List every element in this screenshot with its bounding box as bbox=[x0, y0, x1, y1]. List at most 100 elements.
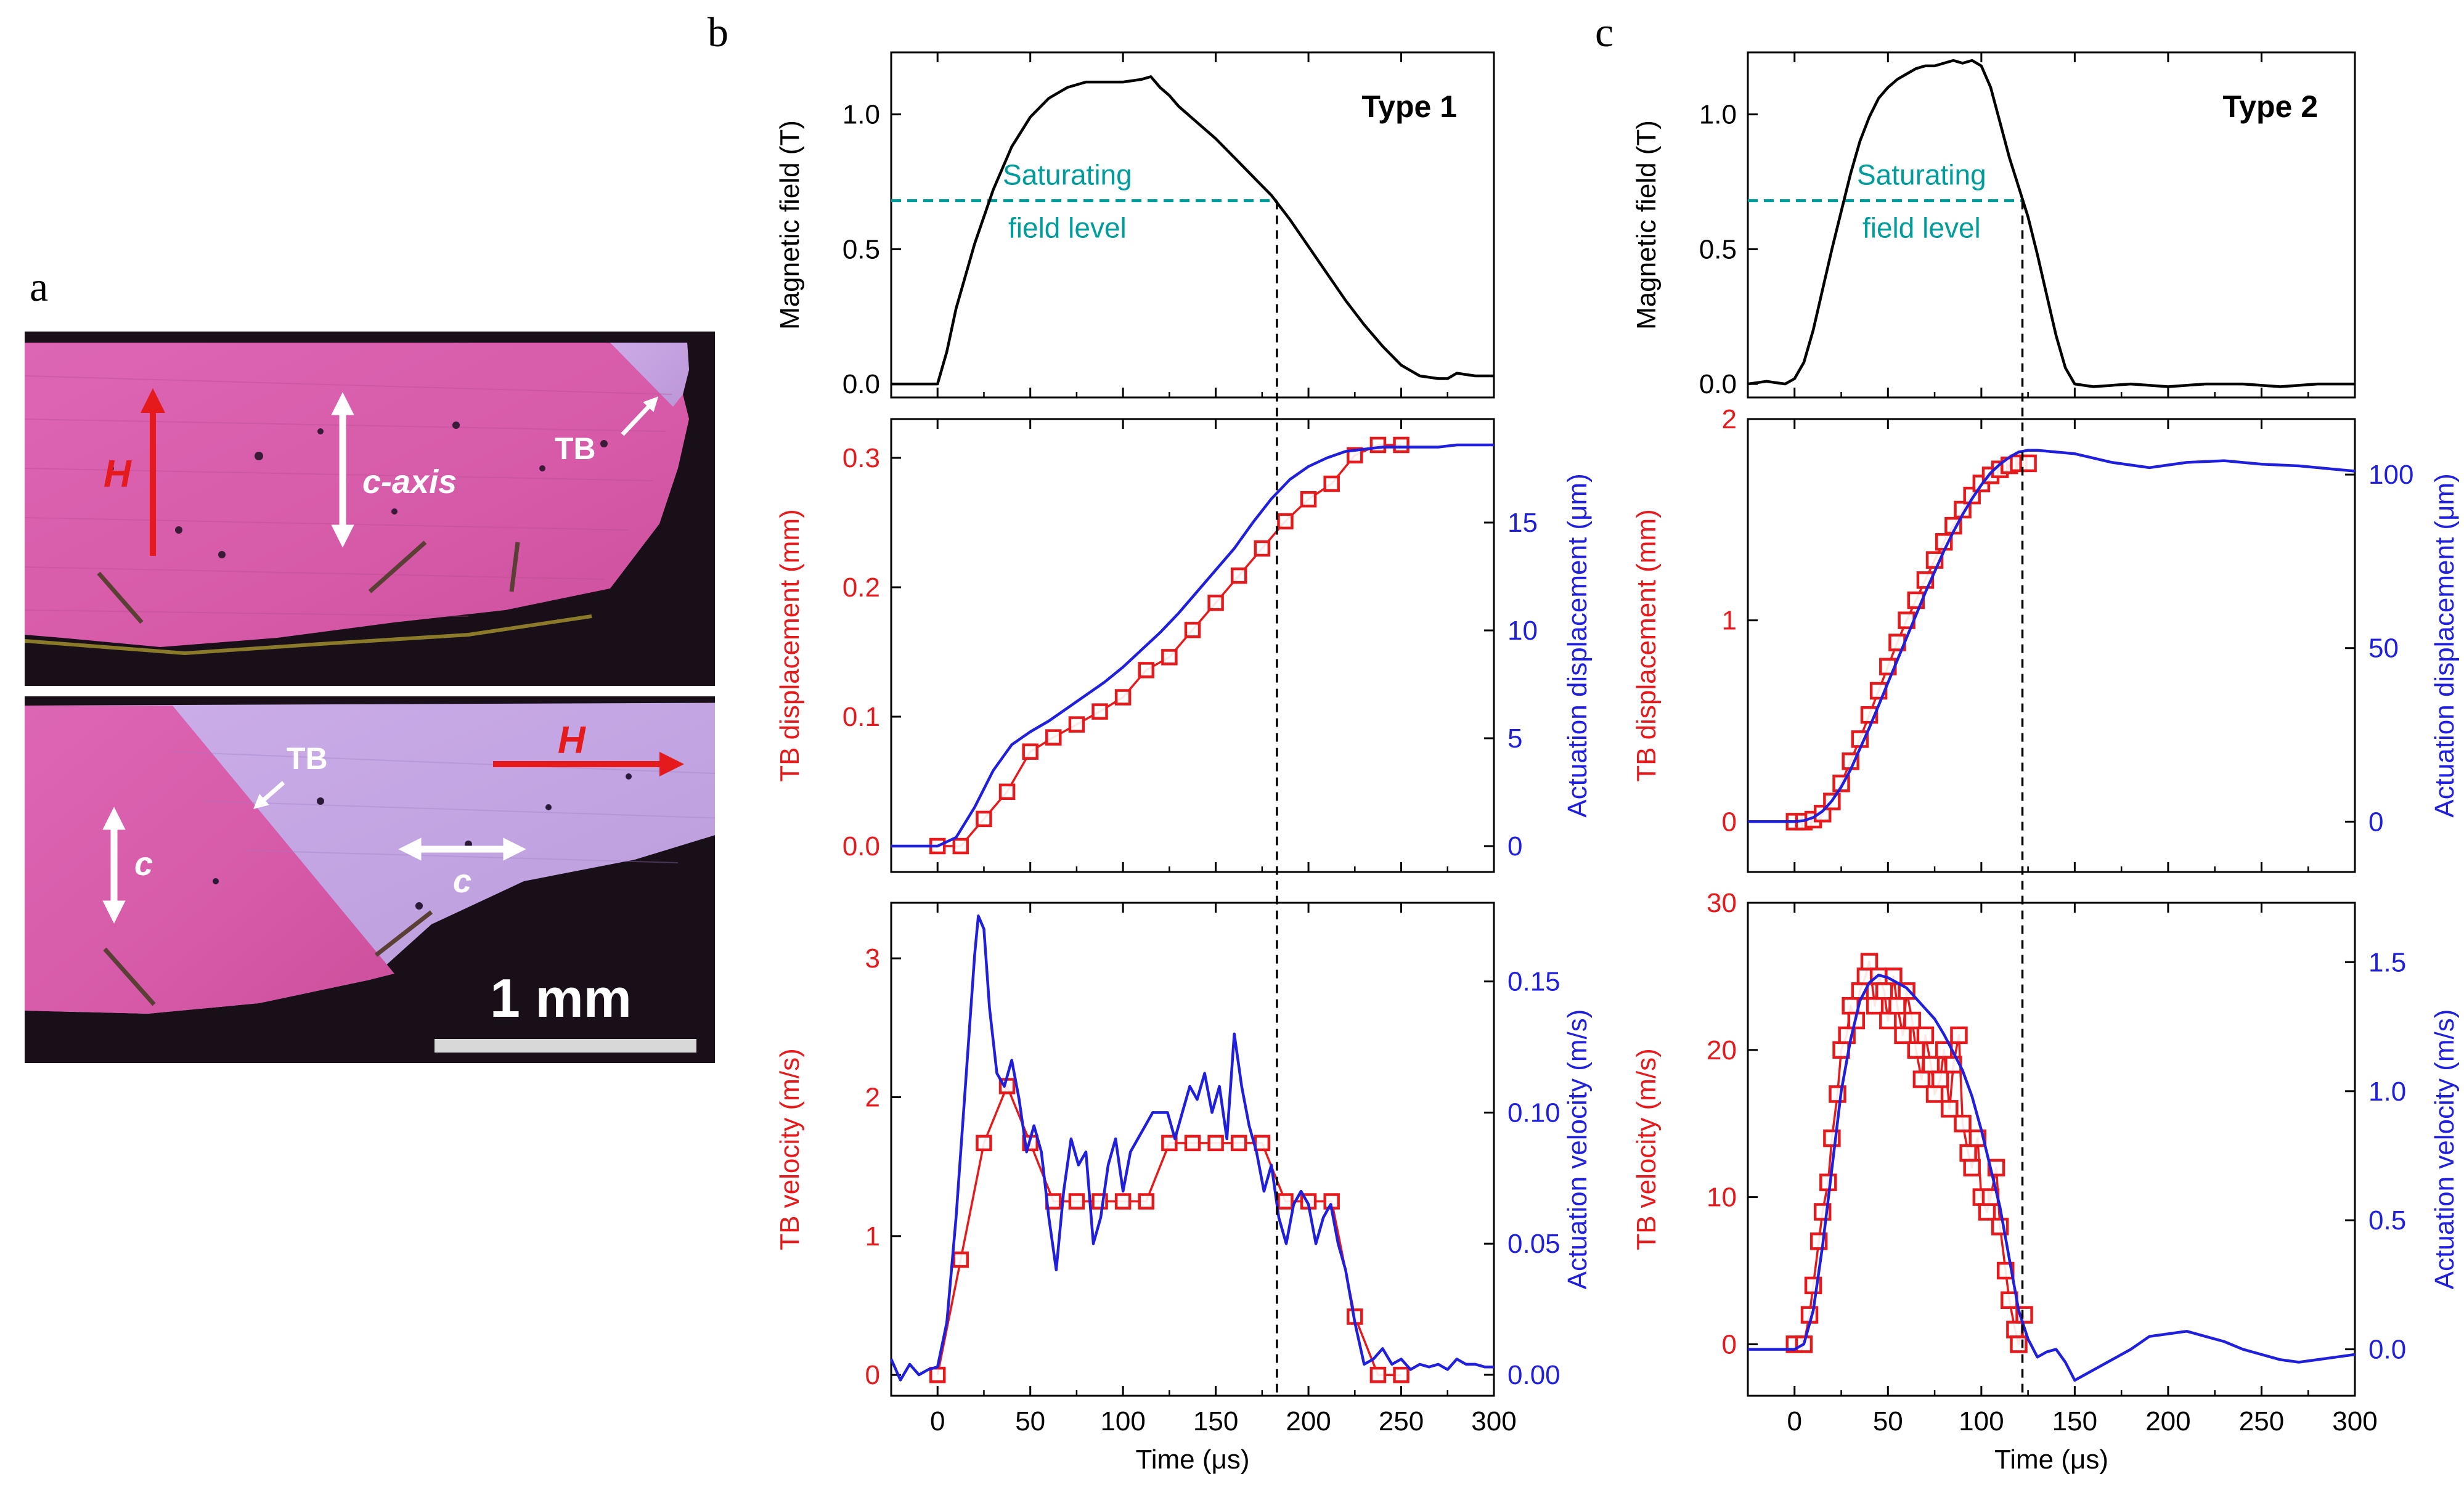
data-point bbox=[976, 810, 992, 828]
x-tick-label: 300 bbox=[1471, 1406, 1516, 1436]
y-tick-label: 1 bbox=[1722, 606, 1737, 636]
data-point bbox=[1068, 716, 1085, 733]
data-point bbox=[1254, 540, 1271, 557]
y-tick-label: 0.0 bbox=[842, 831, 880, 861]
panel-a-label: a bbox=[30, 263, 48, 310]
field-label-top: H bbox=[104, 453, 132, 495]
y-tick-label: 0 bbox=[1722, 1329, 1737, 1359]
chart-title: Type 1 bbox=[1361, 89, 1457, 124]
data-point bbox=[1161, 649, 1178, 666]
x-tick-label: 100 bbox=[1959, 1406, 2004, 1436]
y2-tick-label: 15 bbox=[1507, 508, 1538, 538]
data-point bbox=[1991, 1218, 2009, 1236]
data-point bbox=[1114, 1193, 1132, 1210]
y2-tick-label: 0 bbox=[1507, 831, 1522, 861]
crystal-top bbox=[25, 343, 689, 647]
tb-label-top: TB bbox=[555, 431, 596, 466]
data-point bbox=[1987, 1159, 2005, 1177]
x-tick-label: 200 bbox=[2145, 1406, 2190, 1436]
x-tick-label: 250 bbox=[1379, 1406, 1424, 1436]
y2-tick-label: 0.15 bbox=[1507, 967, 1560, 997]
tb-label-bottom: TB bbox=[287, 741, 328, 776]
series-actuation-displacement bbox=[891, 443, 1494, 848]
data-point bbox=[1184, 622, 1201, 638]
x-tick-label: 300 bbox=[2332, 1406, 2377, 1436]
y2-tick-label: 10 bbox=[1507, 616, 1538, 646]
y2-tick-label: 0.05 bbox=[1507, 1229, 1560, 1259]
data-point bbox=[1230, 1134, 1247, 1152]
y-axis-label: TB displacement (mm) bbox=[1631, 509, 1662, 782]
y2-tick-label: 5 bbox=[1507, 723, 1522, 754]
y-axis-label: TB velocity (m/s) bbox=[1631, 1048, 1662, 1250]
data-point bbox=[1138, 662, 1155, 678]
scalebar-label: 1 mm bbox=[490, 967, 632, 1028]
panel-b-label: b bbox=[708, 9, 728, 55]
data-point bbox=[1068, 1193, 1085, 1210]
data-point bbox=[1903, 1011, 1921, 1030]
plot-frame bbox=[890, 418, 1495, 873]
data-point bbox=[929, 1366, 946, 1383]
series-line bbox=[1747, 59, 2355, 388]
series-actuation-velocity bbox=[889, 914, 1494, 1382]
data-point bbox=[1866, 996, 1884, 1015]
plot-frame bbox=[890, 902, 1495, 1397]
y2-tick-label: 0.5 bbox=[2368, 1205, 2406, 1236]
data-point bbox=[1950, 1026, 1968, 1045]
y2-tick-label: 0.0 bbox=[2368, 1335, 2406, 1365]
chart-b-velocity: 0 50 100 150 200 250 300 Time (μs) 0 1 2 3 TB veloci… bbox=[775, 902, 1593, 1475]
data-point bbox=[1813, 1203, 1832, 1221]
y2-tick-label: 50 bbox=[2368, 633, 2399, 664]
saturation-label-line1: Saturating bbox=[1857, 159, 1986, 191]
data-point bbox=[1860, 953, 1879, 971]
series-tb-displacement bbox=[929, 436, 1409, 855]
series-magnetic-field bbox=[891, 75, 1494, 386]
data-point bbox=[1922, 1056, 1940, 1073]
y-tick-label: 20 bbox=[1707, 1035, 1737, 1065]
x-tick-label: 50 bbox=[1015, 1406, 1045, 1436]
x-tick-label: 0 bbox=[1787, 1406, 1802, 1436]
data-point bbox=[952, 1251, 969, 1268]
series-line bbox=[1748, 974, 2356, 1382]
data-point bbox=[1393, 436, 1409, 454]
x-axis-label: Time (μs) bbox=[1994, 1444, 2108, 1475]
data-point bbox=[1879, 1011, 1897, 1030]
c-axis-label: c-axis bbox=[362, 463, 457, 500]
data-point bbox=[1894, 1026, 1912, 1045]
series-actuation-displacement bbox=[1748, 449, 2356, 823]
data-point bbox=[1978, 1203, 1996, 1221]
series-tb-velocity bbox=[929, 1078, 1409, 1383]
y-tick-label: 0 bbox=[865, 1360, 880, 1390]
data-point bbox=[1925, 1085, 1944, 1103]
y-axis-label: TB velocity (m/s) bbox=[775, 1048, 805, 1250]
series-tb-displacement bbox=[1785, 454, 2037, 831]
x-tick-label: 100 bbox=[1100, 1406, 1145, 1436]
twin-region-top bbox=[610, 343, 689, 407]
y-tick-label: 1.0 bbox=[1699, 100, 1737, 130]
micrograph-top: H c-axis TB bbox=[25, 332, 715, 686]
data-point bbox=[1230, 567, 1247, 584]
c-right-label: c bbox=[453, 863, 471, 900]
saturation-label-line2: field level bbox=[1862, 212, 1981, 244]
y-tick-label: 3 bbox=[865, 943, 880, 974]
y-tick-label: 2 bbox=[865, 1082, 880, 1112]
data-point bbox=[1161, 1134, 1178, 1152]
data-point bbox=[1959, 1144, 1977, 1162]
data-point bbox=[976, 1134, 992, 1152]
y-axis-label: TB displacement (mm) bbox=[775, 509, 805, 782]
x-tick-label: 250 bbox=[2239, 1406, 2284, 1436]
y-tick-label: 1.0 bbox=[842, 100, 880, 130]
y2-axis-label: Actuation velocity (m/s) bbox=[2429, 1009, 2460, 1290]
y-tick-label: 30 bbox=[1707, 888, 1737, 918]
data-point bbox=[1300, 491, 1317, 508]
data-point bbox=[1091, 703, 1108, 720]
y2-tick-label: 100 bbox=[2368, 460, 2413, 490]
series-line bbox=[1794, 462, 2028, 823]
x-tick-label: 0 bbox=[930, 1406, 945, 1436]
data-point bbox=[1907, 1041, 1925, 1059]
plot-frame bbox=[1747, 902, 2356, 1397]
saturation-label-line2: field level bbox=[1008, 212, 1127, 244]
series-tb-velocity bbox=[1785, 953, 2033, 1353]
plot-frame bbox=[890, 51, 1495, 399]
data-point bbox=[1323, 475, 1340, 492]
x-tick-label: 150 bbox=[2052, 1406, 2097, 1436]
